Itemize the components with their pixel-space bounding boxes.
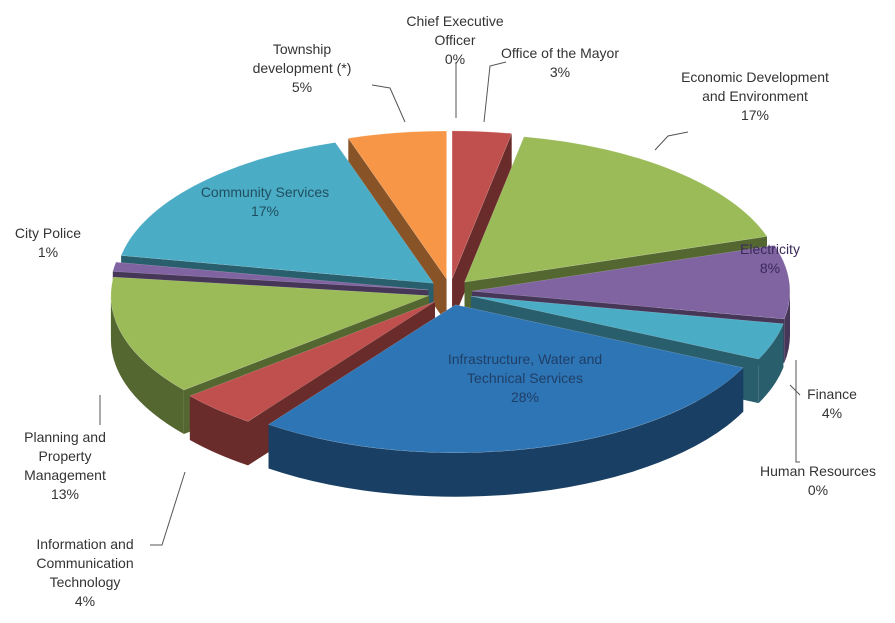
category-label: Infrastructure, Water and Technical Serv… bbox=[447, 351, 603, 386]
value-label: 1% bbox=[37, 244, 59, 260]
value-label: 4% bbox=[74, 593, 96, 609]
slice-side bbox=[784, 291, 790, 363]
slice-cut-face bbox=[452, 133, 512, 323]
category-label: Finance bbox=[807, 386, 857, 402]
category-label: Information and Communication Technology bbox=[36, 536, 134, 590]
slice-side bbox=[758, 323, 784, 404]
data-label: Planning and Property Management 13% bbox=[0, 428, 130, 504]
slice bbox=[189, 301, 436, 422]
value-label: 5% bbox=[291, 79, 313, 95]
data-label: Electricity 8% bbox=[715, 240, 825, 278]
data-label: Office of the Mayor 3% bbox=[490, 44, 630, 82]
leader-line bbox=[371, 84, 406, 123]
category-label: Office of the Mayor bbox=[500, 45, 619, 61]
category-label: Planning and Property Management bbox=[24, 429, 106, 483]
category-label: Chief Executive Officer bbox=[406, 13, 504, 48]
slice bbox=[451, 130, 513, 279]
value-label: 8% bbox=[759, 260, 781, 276]
slice-side bbox=[189, 396, 248, 466]
category-label: Economic Development and Environment bbox=[681, 69, 829, 104]
data-label: City Police 1% bbox=[3, 224, 93, 262]
data-label: Information and Communication Technology… bbox=[0, 535, 170, 611]
leader-line bbox=[150, 471, 186, 546]
slice bbox=[347, 130, 447, 280]
data-label: Human Resources 0% bbox=[743, 462, 893, 500]
slice bbox=[464, 136, 768, 283]
leader-line bbox=[483, 61, 507, 123]
data-label: Township development (*) 5% bbox=[232, 40, 372, 97]
slice bbox=[471, 245, 791, 320]
value-label: 4% bbox=[821, 405, 843, 421]
leader-line bbox=[789, 384, 801, 396]
data-label: Economic Development and Environment 17% bbox=[675, 68, 835, 125]
data-label: Finance 4% bbox=[792, 385, 872, 423]
value-label: 0% bbox=[807, 482, 829, 498]
category-label: Electricity bbox=[740, 241, 800, 257]
slice bbox=[110, 276, 429, 391]
leader-line bbox=[795, 360, 800, 463]
data-label: Infrastructure, Water and Technical Serv… bbox=[420, 350, 630, 407]
category-label: Human Resources bbox=[760, 463, 876, 479]
data-label: Chief Executive Officer 0% bbox=[395, 12, 515, 69]
value-label: 17% bbox=[740, 107, 770, 123]
slice bbox=[120, 142, 435, 284]
slice-side bbox=[110, 295, 184, 434]
value-label: 3% bbox=[549, 64, 571, 80]
category-label: City Police bbox=[14, 225, 82, 241]
category-label: Community Services bbox=[200, 184, 330, 200]
leader-line bbox=[654, 131, 689, 151]
value-label: 0% bbox=[444, 51, 466, 67]
value-label: 28% bbox=[510, 389, 540, 405]
category-label: Township development (*) bbox=[252, 41, 352, 76]
slice bbox=[268, 304, 744, 453]
slice bbox=[112, 261, 429, 291]
slice-side bbox=[268, 367, 744, 497]
value-label: 17% bbox=[250, 203, 280, 219]
value-label: 13% bbox=[50, 486, 80, 502]
slice bbox=[470, 295, 784, 360]
data-label: Community Services 17% bbox=[170, 183, 360, 221]
